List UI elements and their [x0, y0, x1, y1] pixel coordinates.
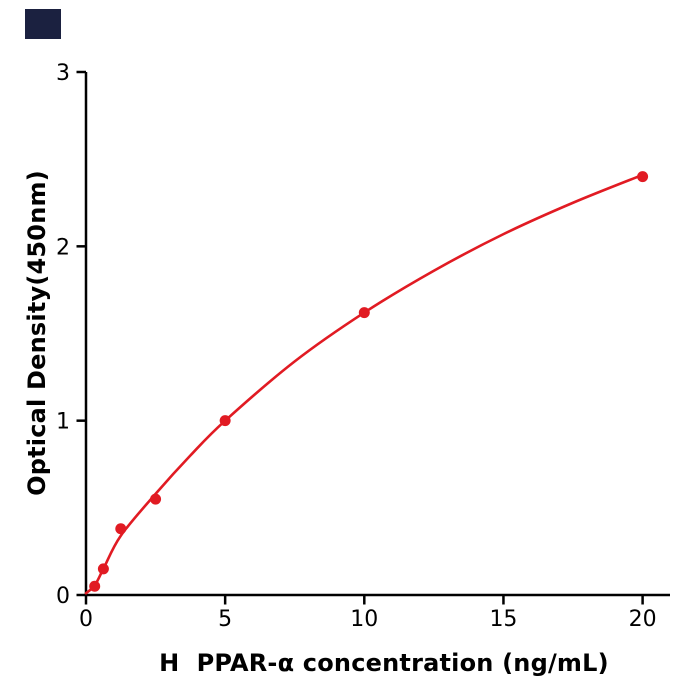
y-tick-label: 1 — [56, 410, 70, 435]
y-tick-label: 3 — [56, 61, 70, 86]
y-tick-label: 0 — [56, 584, 70, 609]
data-point — [219, 415, 231, 427]
fit-curve-line — [84, 173, 644, 595]
x-tick-label: 10 — [350, 607, 378, 632]
y-tick-label: 2 — [56, 235, 70, 260]
x-tick-label: 0 — [79, 607, 93, 632]
data-point — [637, 171, 649, 183]
axis-lines — [84, 72, 670, 597]
data-point — [97, 563, 109, 575]
data-point — [150, 493, 162, 505]
x-tick-label: 15 — [489, 607, 517, 632]
x-tick-label: 20 — [629, 607, 657, 632]
x-tick-label: 5 — [218, 607, 232, 632]
data-point — [115, 523, 127, 535]
data-point — [89, 580, 101, 592]
data-point — [358, 307, 370, 319]
corner-logo-mark — [25, 9, 61, 39]
x-axis-title: H PPAR-α concentration (ng/mL) — [159, 649, 609, 677]
y-axis-title: Optical Density(450nm) — [23, 170, 51, 496]
